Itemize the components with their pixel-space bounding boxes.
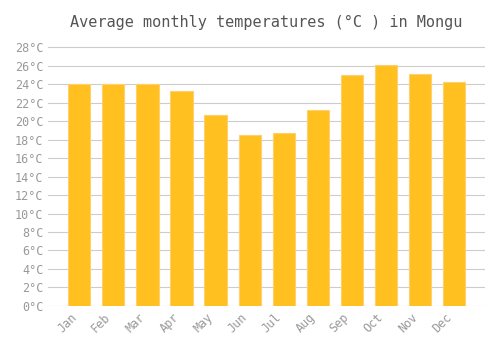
Bar xyxy=(375,65,397,306)
Bar xyxy=(306,110,329,306)
Bar xyxy=(443,83,465,306)
Bar xyxy=(170,91,192,306)
Bar xyxy=(136,84,158,306)
Bar xyxy=(204,115,227,306)
Bar xyxy=(68,84,90,306)
Bar xyxy=(272,133,295,306)
Bar xyxy=(238,135,260,306)
Bar xyxy=(102,84,124,306)
Title: Average monthly temperatures (°C ) in Mongu: Average monthly temperatures (°C ) in Mo… xyxy=(70,15,463,30)
Bar xyxy=(409,74,431,306)
Bar xyxy=(341,75,363,306)
